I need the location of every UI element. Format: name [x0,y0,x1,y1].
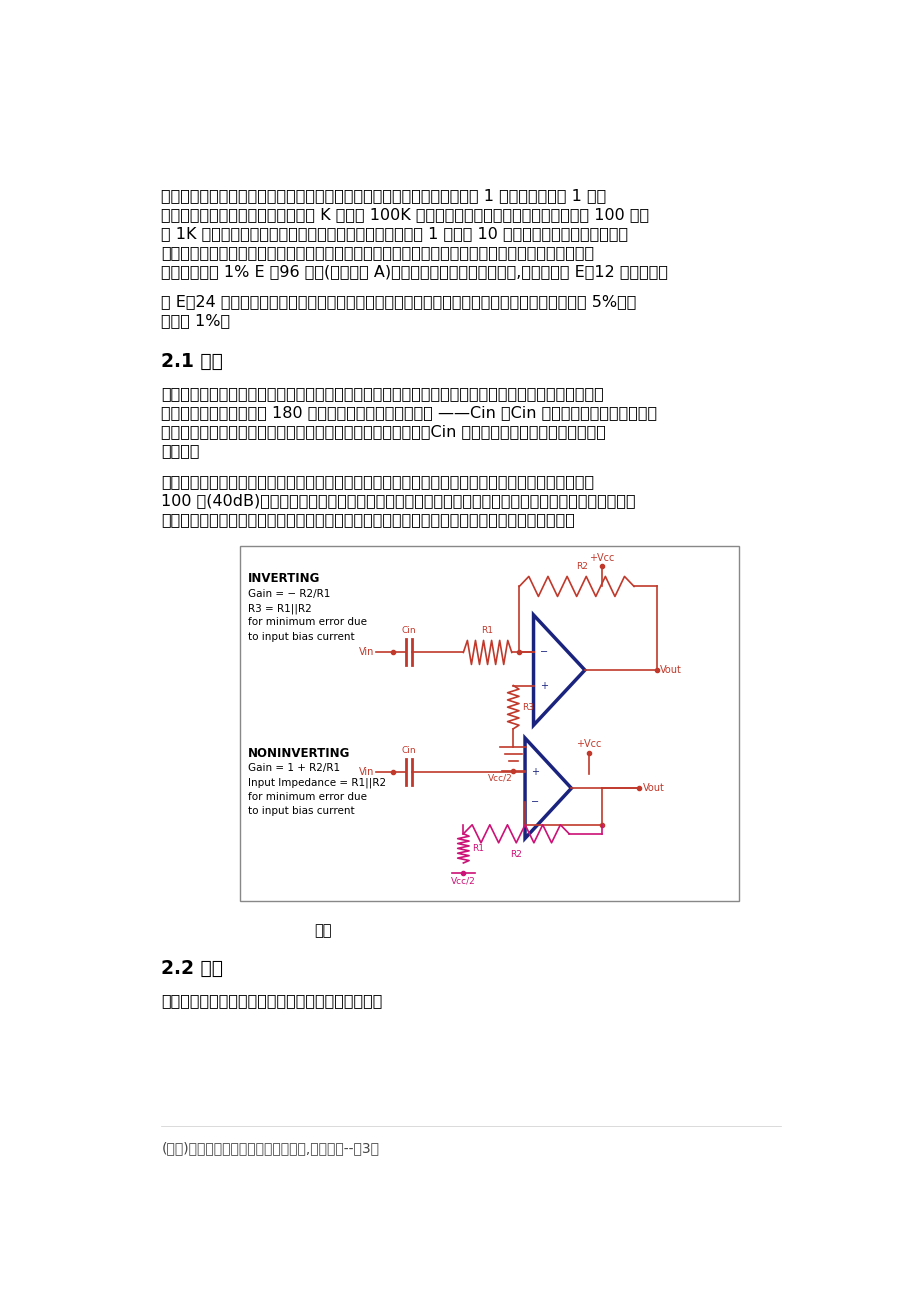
Text: Cin: Cin [401,746,415,755]
Text: INVERTING: INVERTING [248,572,321,585]
Text: NONINVERTING: NONINVERTING [248,746,350,759]
Text: −: − [539,647,548,658]
Text: to input bias current: to input bias current [248,806,355,816]
Text: Gain = − R2/R1: Gain = − R2/R1 [248,589,330,599]
Text: 用 E－24 系列电容用来做参数的调整，但是应该尽量不用。用来做电路参数调整的电容不应该用 5%的，: 用 E－24 系列电容用来做参数的调整，但是应该尽量不用。用来做电路参数调整的电… [162,294,636,310]
Text: 2.1 放大: 2.1 放大 [162,353,223,371]
Text: 传统的用运算放大器组成的反相衰减器如图四所示。: 传统的用运算放大器组成的反相衰减器如图四所示。 [162,992,382,1008]
Text: Vin: Vin [358,767,374,777]
Text: 反向的意思是相角被移动 180 度。这种电路采用了耦合电容 ——Cin 。Cin 被用来阻止电路产生直流放: 反向的意思是相角被移动 180 度。这种电路采用了耦合电容 ——Cin 。Cin… [162,405,657,421]
Text: +: + [539,681,548,690]
Text: Vin: Vin [358,647,374,658]
Text: +Vcc: +Vcc [588,552,614,562]
Text: to input bias current: to input bias current [248,631,355,642]
Text: R3 = R1||R2: R3 = R1||R2 [248,603,312,613]
Text: Cin: Cin [401,626,415,635]
Text: R1: R1 [481,626,493,635]
Text: +Vcc: +Vcc [576,740,601,749]
Text: −: − [531,797,539,807]
Text: 2.2 衰减: 2.2 衰减 [162,958,223,978]
Text: R1: R1 [471,844,483,853]
Text: 放大电路有两个基本类型：同相放大器和反相放大器。他们的交流耦合版本如图三所示。对于交流电路，: 放大电路有两个基本类型：同相放大器和反相放大器。他们的交流耦合版本如图三所示。对… [162,387,604,401]
Text: 大，这样电路就只会对交流产生放大作用。如果在直流电路中，Cin 被省略，那么就必须对直流放大进: 大，这样电路就只会对交流产生放大作用。如果在直流电路中，Cin 被省略，那么就必… [162,424,606,439]
Text: Vout: Vout [659,665,681,674]
Text: R2: R2 [510,850,522,859]
Text: 在高频电路中，不要违反运放的带宽限制，这是非常重要的。实际应用中，一级放大电路的增益通常是: 在高频电路中，不要违反运放的带宽限制，这是非常重要的。实际应用中，一级放大电路的… [162,474,594,490]
Text: for minimum error due: for minimum error due [248,792,367,802]
Text: 大倍数比较的大放大器，用两个等增益的运放或者多个等增益运放比用一个运放的效果要好的多。: 大倍数比较的大放大器，用两个等增益的运放或者多个等增益运放比用一个运放的效果要好… [162,512,574,526]
Text: Vout: Vout [641,784,664,793]
Text: 的噪声。用来选择调整电路参数的电阻电容值的基本方程在每张图中都已经给出。如果做滤波器，电阻: 的噪声。用来选择调整电路参数的电阻电容值的基本方程在每张图中都已经给出。如果做滤… [162,245,594,260]
Text: 到 1K 欧级，但他们会增大电源的消耗。便携设计中阻值在 1 兆级到 10 兆欧级，但是他们将增大系统: 到 1K 欧级，但他们会增大电源的消耗。便携设计中阻值在 1 兆级到 10 兆欧… [162,227,628,241]
Text: +: + [531,767,539,777]
Text: R2: R2 [576,562,587,572]
Text: 每一个刚开始做模拟设计的人都想知道如何选择元件的参数。电阻是应该用 1 欧的还是应该用 1 兆欧: 每一个刚开始做模拟设计的人都想知道如何选择元件的参数。电阻是应该用 1 欧的还是… [162,189,607,203]
Bar [240,546,738,901]
Text: Gain = 1 + R2/R1: Gain = 1 + R2/R1 [248,763,340,773]
Text: Vcc/2: Vcc/2 [450,876,475,885]
Text: 行计算。: 行计算。 [162,443,199,458]
Text: 的精度要选择 1% E －96 系列(参看附录 A)。一但电阻值的数量级确定了,选择标准的 E－12 系列电容。: 的精度要选择 1% E －96 系列(参看附录 A)。一但电阻值的数量级确定了,… [162,264,668,279]
Text: Vcc/2: Vcc/2 [488,773,512,783]
Text: 应该用 1%。: 应该用 1%。 [162,314,231,328]
Text: for minimum error due: for minimum error due [248,617,367,628]
Text: (完整)经典的运算放大器基本电路大全,推荐文档--第3页: (完整)经典的运算放大器基本电路大全,推荐文档--第3页 [162,1141,380,1155]
Text: Input Impedance = R1||R2: Input Impedance = R1||R2 [248,777,386,788]
Text: R3: R3 [521,703,533,712]
Text: 的？一般的来说普通的应用中阻值在 K 欧级到 100K 欧级是比较合适的。高速的应用中阻值在 100 欧级: 的？一般的来说普通的应用中阻值在 K 欧级到 100K 欧级是比较合适的。高速的… [162,207,649,223]
Text: 图三: 图三 [314,923,332,939]
Text: 100 倍(40dB)，再高的放大倍数将引起电路的振荡，除非在布板的时候就非常注意。如果要得到一个放: 100 倍(40dB)，再高的放大倍数将引起电路的振荡，除非在布板的时候就非常注… [162,492,635,508]
